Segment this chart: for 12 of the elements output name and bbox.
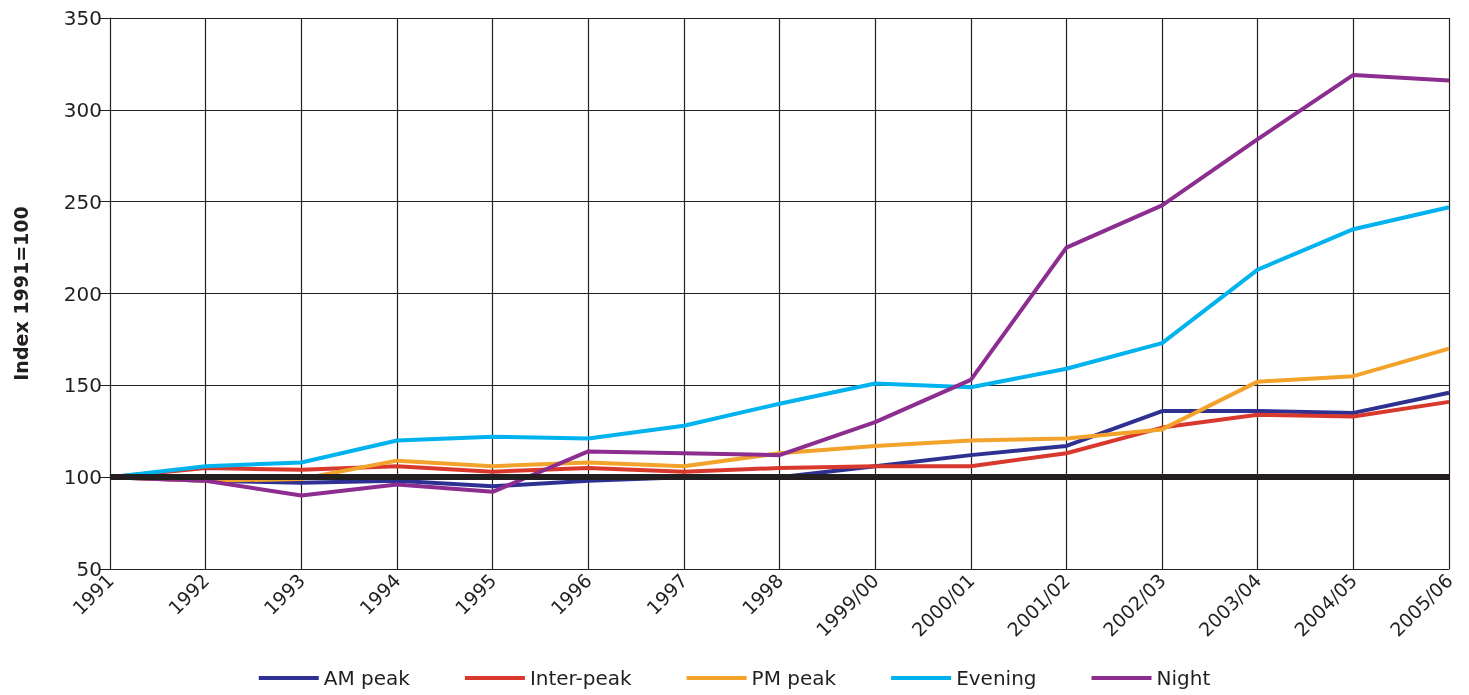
y-tick-label: 350 (63, 6, 102, 30)
y-tick-label: 100 (63, 465, 102, 490)
legend-label: Evening (956, 666, 1037, 690)
y-tick-label: 250 (63, 189, 102, 214)
legend-label: AM peak (323, 666, 411, 690)
legend-label: Inter-peak (529, 666, 633, 690)
y-tick-label: 200 (63, 281, 102, 306)
y-tick-label: 150 (63, 373, 102, 398)
legend-label: Night (1156, 666, 1211, 690)
y-tick-label: 300 (63, 97, 102, 122)
y-axis-title: Index 1991=100 (9, 206, 32, 381)
legend-label: PM peak (751, 666, 837, 690)
